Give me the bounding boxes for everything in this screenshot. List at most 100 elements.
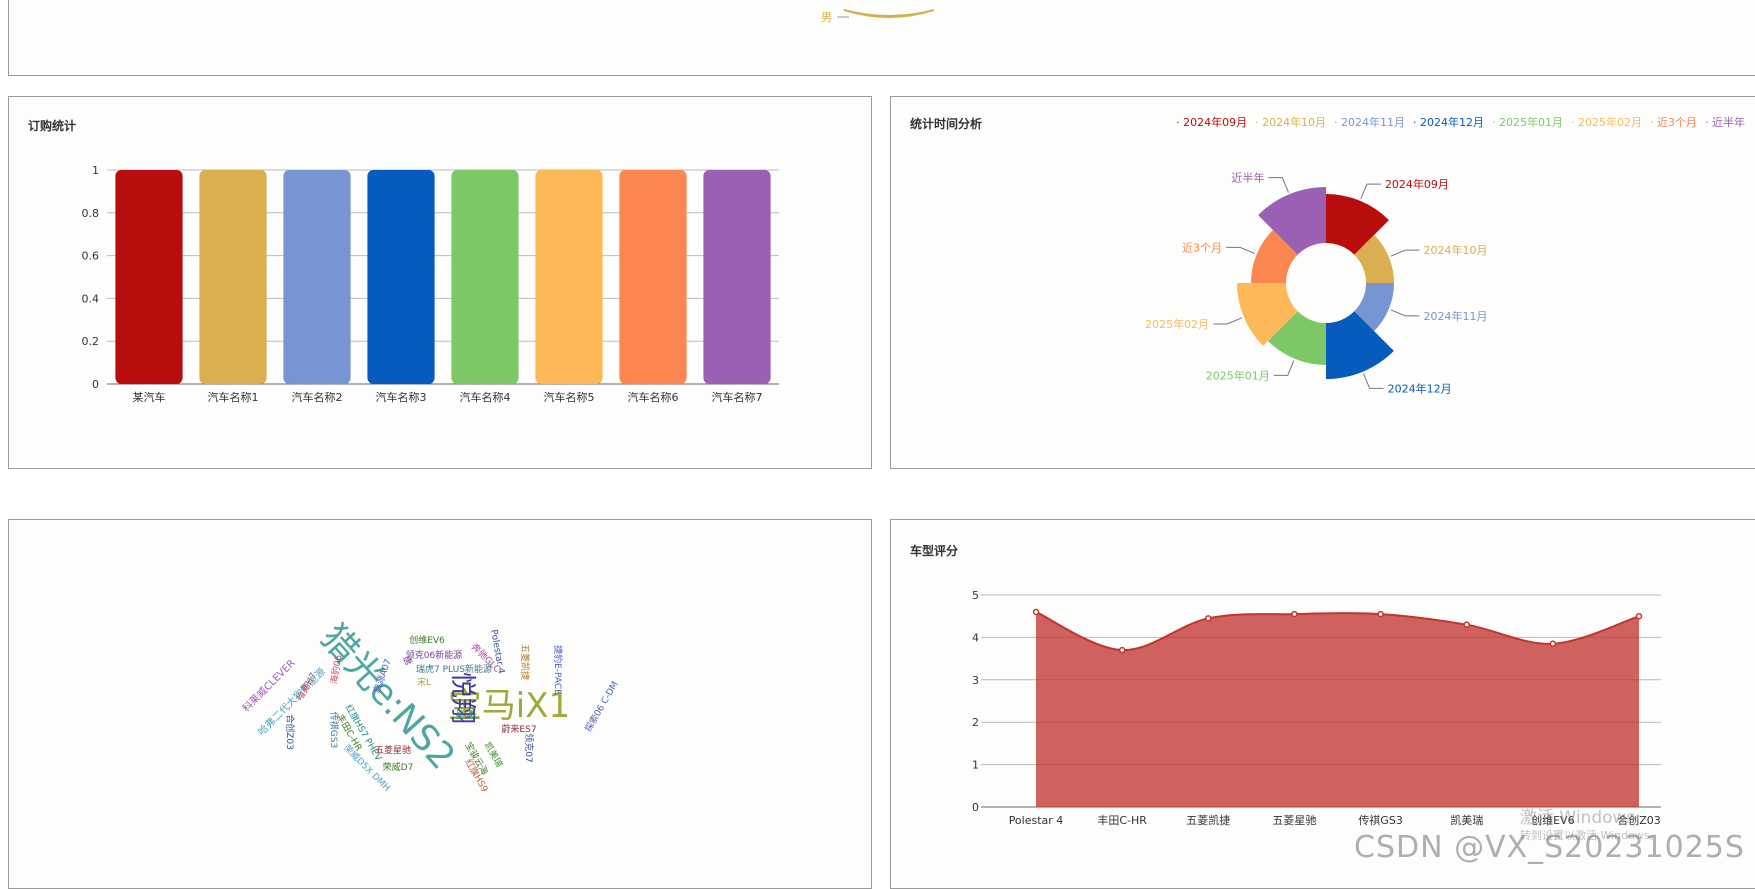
y-tick-label: 2 (972, 716, 979, 729)
y-tick-label: 4 (972, 631, 979, 644)
order-stats-chart: 0 0.2 0.4 0.6 0.8 1 某汽车 汽车名称1 汽车名称2 汽车名称3 汽车名称4 汽车名… (82, 164, 779, 404)
x-tick-label: 传祺GS3 (1358, 814, 1403, 827)
y-tick-label: 5 (972, 589, 979, 602)
legend-item[interactable]: · 近3个月 (1650, 116, 1697, 129)
area-fill (1036, 611, 1639, 807)
bar (367, 170, 435, 384)
order-stats-title: 订购统计 (28, 119, 77, 133)
legend-item[interactable]: · 2024年10月 (1255, 116, 1327, 129)
rose-sector (1268, 311, 1326, 365)
data-point (1118, 646, 1126, 654)
rose-leader-line (1390, 309, 1420, 317)
rose-sector (1354, 234, 1394, 283)
word-cloud-word: 荣威D7 (383, 761, 414, 773)
data-point (1463, 621, 1470, 628)
rose-label: 2024年09月 (1385, 177, 1449, 191)
x-tick-label: 汽车名称7 (712, 390, 763, 404)
y-tick-label: 1 (972, 759, 979, 772)
area-line (1035, 611, 1640, 652)
rose-leader-line (1226, 246, 1256, 254)
data-point (1549, 640, 1557, 648)
rose-leader-line (1360, 183, 1381, 200)
bar (283, 170, 351, 384)
x-tick-label: Polestar 4 (1009, 814, 1064, 827)
rose-label: 2025年02月 (1145, 317, 1209, 331)
x-tick-label: 凯美瑞 (1450, 813, 1483, 827)
rose-sector (1251, 229, 1298, 283)
legend-item[interactable]: · 2025年02月 (1571, 116, 1642, 129)
rose-leader-line (1363, 373, 1384, 389)
rose-sector (1237, 283, 1298, 346)
word-cloud-word: 合创Z03 (284, 714, 296, 750)
data-point (1032, 608, 1040, 616)
bar (703, 170, 771, 384)
rose-sector (1354, 283, 1394, 332)
bar (619, 170, 687, 384)
top-pie-remnant: 男 (821, 9, 934, 24)
csdn-watermark: CSDN @VX_S20231025S (1354, 830, 1745, 865)
bar (535, 170, 603, 384)
word-cloud-word: 领克06新能源 (406, 649, 462, 661)
word-cloud-word: 五菱凯捷 (519, 644, 531, 680)
word-cloud-word: 宝马iX1 (448, 686, 570, 726)
word-cloud-word: 宋L (417, 676, 431, 688)
rose-leader-line (1213, 317, 1243, 325)
bar (199, 170, 267, 384)
word-cloud-word: 蔚来ES7 (501, 723, 536, 735)
word-cloud-word: 瑞虎7 PLUS新能源 (416, 663, 492, 675)
x-tick-label: 汽车名称3 (376, 390, 427, 404)
x-tick-label: 创维EV6 (1531, 814, 1574, 827)
model-rating-title: 车型评分 (910, 544, 959, 558)
rose-label: 近3个月 (1182, 241, 1222, 254)
word-cloud-word: 传祺GS3 (328, 712, 340, 748)
data-point (1635, 612, 1643, 620)
rose-leader-line (1268, 177, 1289, 193)
legend-item[interactable]: · 2024年09月 (1176, 116, 1248, 129)
data-point (1205, 615, 1212, 622)
model-rating-chart: 0 1 2 3 4 5 Polestar 4 丰田C-HR 五菱凯捷 五菱星驰 传祺GS3 凯美瑞 创维… (972, 589, 1661, 827)
word-cloud-word: 五菱星驰 (375, 744, 411, 756)
rose-leader-line (1390, 249, 1420, 257)
y-tick-label: 0 (92, 378, 99, 391)
legend-item[interactable]: · 2025年01月 (1492, 116, 1564, 129)
word-cloud-word: 创维EV6 (409, 634, 445, 646)
x-tick-label: 合创Z03 (1617, 813, 1661, 827)
rose-label: 近半年 (1231, 171, 1264, 185)
x-tick-label: 汽车名称1 (208, 390, 259, 404)
y-tick-label: 0 (972, 801, 979, 814)
top-pie-slice (844, 9, 934, 18)
x-tick-label: 某汽车 (133, 390, 166, 404)
x-tick-label: 汽车名称5 (544, 390, 595, 404)
legend-item[interactable]: · 2024年12月 (1413, 116, 1485, 129)
data-point (1291, 610, 1298, 618)
y-tick-label: 0.8 (82, 207, 100, 220)
rose-label: 2024年11月 (1423, 309, 1487, 323)
data-point (1377, 610, 1384, 618)
word-cloud-word: 悦翔 (447, 672, 477, 724)
rose-label: 2024年10月 (1423, 243, 1487, 257)
word-cloud-panel: 猎光e:NS2 宝马iX1 悦翔 科莱威CLEVER 哈弗二代大狗新能源 哈弗H7 宝骏云海… (8, 519, 872, 889)
rose-sector (1326, 311, 1394, 379)
time-analysis-title: 统计时间分析 (910, 117, 983, 131)
time-analysis-legend: · 2024年09月 · 2024年10月 · 2024年11月 · 2024年12月… (1171, 114, 1745, 130)
x-tick-label: 五菱星驰 (1272, 813, 1316, 827)
y-tick-label: 0.6 (82, 250, 100, 263)
x-tick-label: 汽车名称6 (628, 390, 679, 404)
bar (451, 170, 519, 384)
word-cloud-word: 领克07 (523, 733, 535, 762)
word-cloud-word: 探索06 C-DM (582, 679, 621, 734)
rose-leader-line (1273, 360, 1295, 376)
x-tick-label: 丰田C-HR (1097, 814, 1147, 827)
legend-item[interactable]: · 近半年 (1705, 116, 1745, 129)
model-rating-panel: 车型评分 0 1 2 3 4 5 Polestar 4 丰田C-HR 五菱凯捷 五菱星驰 传祺GS3… (890, 519, 1755, 889)
activate-windows-text: 激活 Windows (1520, 808, 1636, 828)
rose-label: 2025年01月 (1206, 368, 1270, 382)
top-pie-label: 男 (821, 11, 832, 24)
y-tick-label: 3 (972, 674, 979, 687)
x-tick-label: 汽车名称2 (292, 390, 343, 404)
word-cloud-word: 捷豹E-PACE (552, 645, 564, 695)
y-tick-label: 1 (92, 164, 99, 177)
x-tick-label: 五菱凯捷 (1186, 813, 1230, 827)
rose-label: 2024年12月 (1388, 381, 1452, 395)
legend-item[interactable]: · 2024年11月 (1334, 116, 1406, 129)
